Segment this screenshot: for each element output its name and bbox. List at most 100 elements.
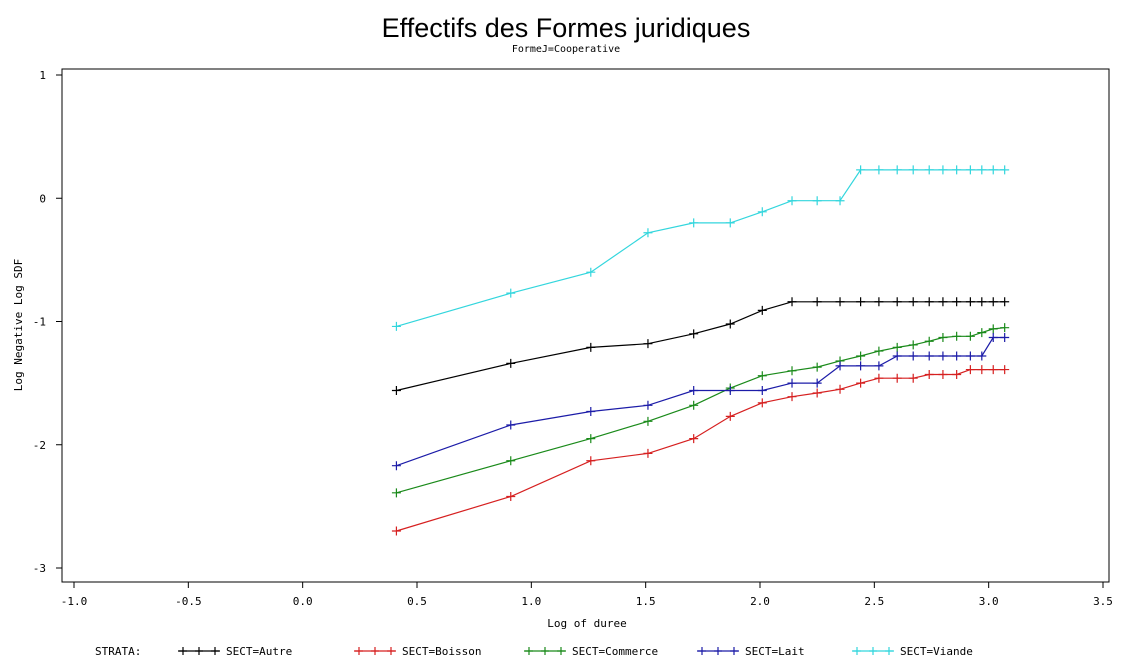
data-point-viande (977, 165, 987, 175)
data-point-viande (586, 267, 596, 277)
data-point-lait (757, 386, 767, 396)
legend-marker (525, 647, 533, 655)
data-point-boisson (1000, 365, 1010, 375)
legend: STRATA: SECT=Autre SECT=Boisson SECT=Comme… (95, 645, 973, 658)
data-point-autre (586, 342, 596, 352)
data-point-viande (988, 165, 998, 175)
data-point-commerce (787, 366, 797, 376)
data-point-commerce (812, 362, 822, 372)
data-point-lait (506, 420, 516, 430)
axes: -1.0 -0.5 0.0 0.5 1.0 1.5 2.0 2.5 3.0 3.5 -3 -2 -1 0 1 (33, 69, 1113, 608)
x-tick-label: 3.0 (979, 595, 999, 608)
data-point-autre (924, 297, 934, 307)
data-point-boisson (977, 365, 987, 375)
data-point-autre (835, 297, 845, 307)
data-point-commerce (856, 351, 866, 361)
data-point-autre (725, 319, 735, 329)
data-point-commerce (908, 340, 918, 350)
data-point-lait (908, 351, 918, 361)
data-point-commerce (924, 336, 934, 346)
data-point-viande (965, 165, 975, 175)
data-point-boisson (988, 365, 998, 375)
series-boisson (391, 365, 1010, 536)
data-point-commerce (757, 371, 767, 381)
legend-marker (698, 647, 706, 655)
data-point-lait (725, 386, 735, 396)
data-point-lait (938, 351, 948, 361)
data-point-boisson (506, 492, 516, 502)
plot-frame (61, 68, 1110, 583)
data-point-autre (908, 297, 918, 307)
data-point-viande (856, 165, 866, 175)
series-line-boisson (396, 369, 1005, 532)
data-point-boisson (892, 373, 902, 383)
data-point-boisson (757, 398, 767, 408)
legend-title: STRATA: (95, 645, 141, 658)
legend-item-commerce: SECT=Commerce (524, 645, 658, 658)
data-point-lait (952, 351, 962, 361)
data-point-viande (643, 228, 653, 238)
x-tick-label: 2.0 (750, 595, 770, 608)
legend-item-autre: SECT=Autre (178, 645, 292, 658)
data-point-viande (812, 196, 822, 206)
data-point-commerce (391, 488, 401, 498)
legend-marker (869, 647, 877, 655)
data-point-viande (787, 196, 797, 206)
legend-marker (387, 647, 395, 655)
chart-subtitle: FormeJ=Cooperative (512, 44, 620, 55)
data-point-boisson (965, 365, 975, 375)
data-point-autre (643, 339, 653, 349)
data-point-autre (812, 297, 822, 307)
data-point-boisson (787, 392, 797, 402)
data-point-lait (924, 351, 934, 361)
data-point-boisson (952, 369, 962, 379)
series-lait (391, 333, 1010, 471)
data-point-lait (835, 361, 845, 371)
data-point-commerce (938, 333, 948, 343)
data-point-commerce (1000, 323, 1010, 333)
data-point-autre (938, 297, 948, 307)
data-point-autre (787, 297, 797, 307)
data-point-viande (506, 288, 516, 298)
data-point-autre (506, 358, 516, 368)
data-point-lait (643, 400, 653, 410)
x-tick-label: 1.5 (636, 595, 656, 608)
data-point-boisson (586, 456, 596, 466)
x-tick-label: 0.0 (293, 595, 313, 608)
legend-item-boisson: SECT=Boisson (354, 645, 481, 658)
data-point-autre (1000, 297, 1010, 307)
data-point-commerce (689, 400, 699, 410)
legend-marker (714, 647, 722, 655)
legend-marker (371, 647, 379, 655)
data-point-viande (757, 207, 767, 217)
data-point-lait (892, 351, 902, 361)
series-viande (391, 165, 1010, 331)
x-tick-label: 3.5 (1093, 595, 1113, 608)
data-point-viande (835, 196, 845, 206)
x-tick-label: 1.0 (521, 595, 541, 608)
legend-marker (885, 647, 893, 655)
data-point-boisson (908, 373, 918, 383)
data-point-boisson (938, 369, 948, 379)
legend-label: SECT=Commerce (572, 645, 658, 658)
data-point-boisson (643, 448, 653, 458)
x-tick-label: 2.5 (864, 595, 884, 608)
series-commerce (391, 323, 1010, 498)
data-point-boisson (856, 378, 866, 388)
legend-label: SECT=Autre (226, 645, 292, 658)
data-point-autre (391, 386, 401, 396)
data-point-boisson (874, 373, 884, 383)
data-point-autre (757, 305, 767, 315)
legend-marker (557, 647, 565, 655)
data-point-lait (856, 361, 866, 371)
y-tick-label: -2 (33, 439, 46, 452)
data-point-viande (725, 218, 735, 228)
legend-item-lait: SECT=Lait (697, 645, 805, 658)
data-point-commerce (952, 331, 962, 341)
legend-marker (355, 647, 363, 655)
legend-label: SECT=Boisson (402, 645, 481, 658)
legend-label: SECT=Viande (900, 645, 973, 658)
data-point-viande (908, 165, 918, 175)
data-point-commerce (892, 342, 902, 352)
